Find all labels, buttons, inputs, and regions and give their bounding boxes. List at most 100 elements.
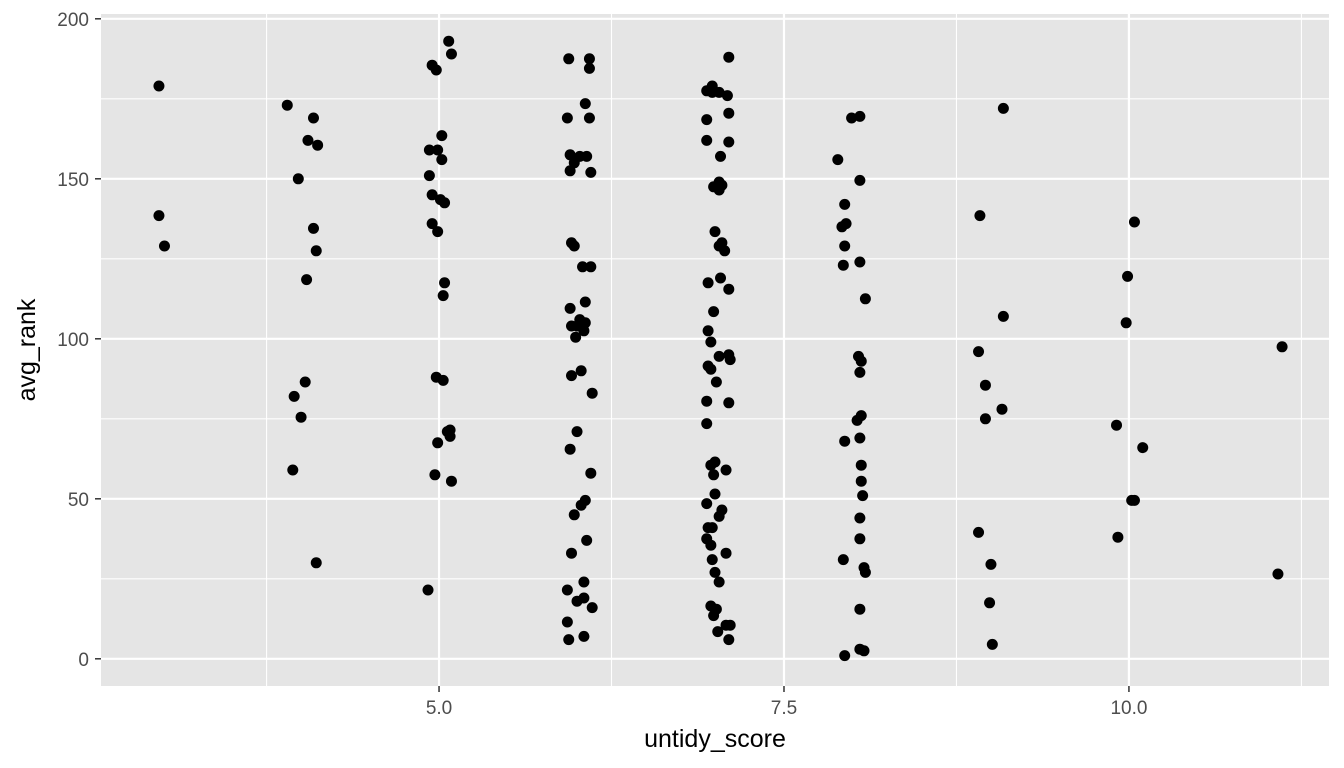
data-point: [855, 355, 867, 367]
data-point: [723, 397, 735, 409]
data-point: [443, 35, 455, 47]
data-point: [709, 566, 721, 578]
data-point: [840, 218, 852, 230]
data-point: [839, 435, 851, 447]
data-point: [430, 64, 442, 76]
data-point: [436, 130, 448, 142]
data-point: [723, 51, 735, 63]
data-point: [708, 610, 720, 622]
y-tick-label: 0: [78, 650, 89, 671]
data-point: [299, 376, 311, 388]
data-point: [709, 488, 721, 500]
data-point: [701, 498, 713, 510]
data-point: [561, 584, 573, 596]
data-point: [281, 99, 293, 111]
data-point: [288, 390, 300, 402]
data-point: [1120, 317, 1132, 329]
data-point: [564, 302, 576, 314]
data-point: [710, 376, 722, 388]
data-point: [854, 110, 866, 122]
data-point: [857, 490, 869, 502]
data-point: [859, 566, 871, 578]
data-point: [426, 189, 438, 201]
data-point: [712, 626, 724, 638]
data-point: [854, 174, 866, 186]
x-tick-label: 5.0: [426, 698, 452, 719]
y-tick-label: 200: [57, 10, 89, 31]
data-point: [302, 134, 314, 146]
y-tick-label: 150: [57, 170, 89, 191]
data-point: [561, 616, 573, 628]
data-point: [583, 62, 595, 74]
data-point: [432, 144, 444, 156]
data-point: [721, 90, 733, 102]
x-tick-label: 7.5: [771, 698, 797, 719]
data-point: [566, 547, 578, 559]
data-point: [851, 414, 863, 426]
data-point: [1128, 494, 1140, 506]
data-point: [153, 80, 165, 92]
data-point: [837, 259, 849, 271]
data-point: [724, 354, 736, 366]
data-point: [307, 222, 319, 234]
data-point: [583, 53, 595, 65]
data-point: [839, 650, 851, 662]
data-point: [855, 475, 867, 487]
data-point: [979, 413, 991, 425]
data-point: [568, 240, 580, 252]
x-tick-label: 10.0: [1110, 698, 1147, 719]
data-point: [432, 437, 444, 449]
data-point: [986, 638, 998, 650]
data-point: [423, 170, 435, 182]
y-axis-title: avg_rank: [13, 298, 41, 401]
data-point: [715, 272, 727, 284]
data-point: [713, 510, 725, 522]
data-point: [561, 112, 573, 124]
data-point: [570, 331, 582, 343]
data-point: [720, 547, 732, 559]
data-point: [719, 245, 731, 257]
data-point: [997, 102, 1009, 114]
data-point: [979, 379, 991, 391]
data-point: [581, 534, 593, 546]
y-tick-label: 50: [68, 490, 89, 511]
data-point: [702, 325, 714, 337]
data-point: [444, 430, 456, 442]
data-point: [713, 576, 725, 588]
data-point: [583, 112, 595, 124]
x-axis-title: untidy_score: [644, 725, 786, 753]
data-point: [445, 475, 457, 487]
data-point: [858, 645, 870, 657]
data-point: [437, 290, 449, 302]
data-point: [713, 184, 725, 196]
data-point: [585, 467, 597, 479]
data-point: [287, 464, 299, 476]
data-point: [158, 240, 170, 252]
data-point: [575, 499, 587, 511]
y-axis: 0 50 100 150 200: [57, 10, 101, 671]
data-point: [723, 634, 735, 646]
data-point: [984, 597, 996, 609]
data-point: [705, 539, 717, 551]
data-point: [1137, 442, 1149, 454]
data-point: [709, 226, 721, 238]
data-point: [701, 418, 713, 430]
data-point: [566, 370, 578, 382]
data-point: [571, 426, 583, 438]
data-point: [295, 411, 307, 423]
data-point: [974, 210, 986, 222]
data-point: [564, 443, 576, 455]
data-point: [713, 350, 725, 362]
data-point: [563, 634, 575, 646]
data-point: [832, 154, 844, 166]
data-point: [973, 526, 985, 538]
data-point: [854, 256, 866, 268]
data-point: [855, 459, 867, 471]
data-point: [579, 296, 591, 308]
data-point: [715, 150, 727, 162]
data-points: [153, 35, 1288, 662]
y-tick-label: 100: [57, 330, 89, 351]
data-point: [996, 403, 1008, 415]
data-point: [973, 346, 985, 358]
data-point: [564, 165, 576, 177]
